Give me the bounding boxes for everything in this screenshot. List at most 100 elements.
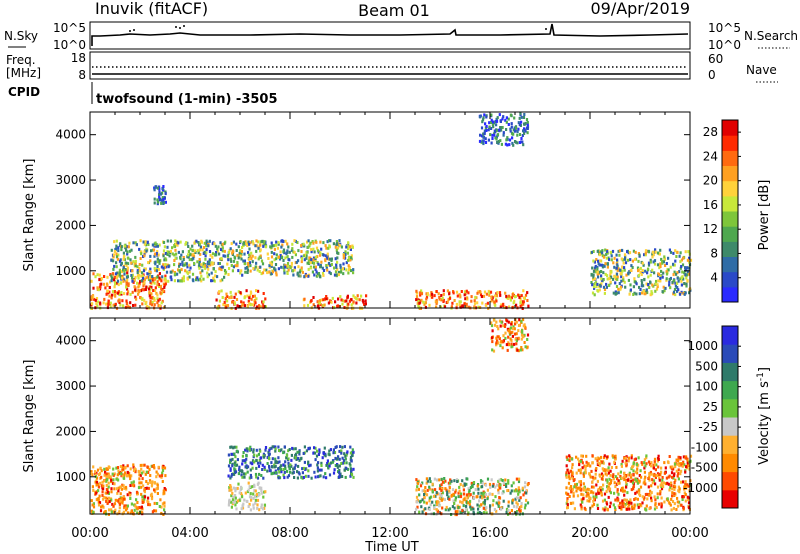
scatter-cell xyxy=(344,250,347,254)
scatter-cell xyxy=(244,465,247,469)
scatter-cell xyxy=(643,480,646,484)
scatter-cell xyxy=(503,305,506,309)
scatter-cell xyxy=(415,289,418,293)
scatter-cell xyxy=(676,289,679,293)
colorbar-swatch xyxy=(722,286,738,303)
scatter-cell xyxy=(623,498,626,502)
scatter-cell xyxy=(270,255,274,259)
scatter-cell xyxy=(415,291,418,295)
scatter-cell xyxy=(633,498,636,501)
scatter-cell xyxy=(519,496,522,500)
scatter-cell xyxy=(104,286,107,290)
scatter-cell xyxy=(511,334,514,338)
scatter-cell xyxy=(225,292,228,296)
scatter-cell xyxy=(672,506,675,510)
scatter-cell xyxy=(312,296,315,299)
scatter-cell xyxy=(153,186,156,190)
scatter-cell xyxy=(120,276,124,280)
scatter-cell xyxy=(515,477,518,481)
scatter-cell xyxy=(95,483,98,487)
scatter-cell xyxy=(451,488,455,492)
scatter-cell xyxy=(316,272,319,276)
scatter-cell xyxy=(92,510,95,514)
scatter-cell xyxy=(136,269,139,273)
scatter-cell xyxy=(134,275,137,279)
scatter-cell xyxy=(164,263,167,266)
scatter-cell xyxy=(612,503,615,507)
scatter-cell xyxy=(129,484,132,487)
scatter-cell xyxy=(139,506,142,510)
scatter-cell xyxy=(314,446,317,450)
scatter-cell xyxy=(566,468,569,472)
scatter-cell xyxy=(227,474,230,478)
scatter-cell xyxy=(254,498,257,502)
scatter-cell xyxy=(262,495,265,499)
scatter-cell xyxy=(653,271,656,275)
scatter-cell xyxy=(130,261,133,265)
scatter-cell xyxy=(355,297,358,301)
scatter-cell xyxy=(349,258,352,262)
scatter-cell xyxy=(657,458,660,461)
scatter-cell xyxy=(108,466,111,470)
scatter-cell xyxy=(609,469,612,473)
scatter-cell xyxy=(634,250,637,254)
scatter-cell xyxy=(322,269,326,272)
scatter-cell xyxy=(592,503,596,506)
scatter-cell xyxy=(126,245,129,249)
scatter-cell xyxy=(140,252,143,256)
scatter-cell xyxy=(604,472,607,476)
scatter-cell xyxy=(248,253,251,257)
scatter-cell xyxy=(305,256,308,260)
scatter-cell xyxy=(686,273,689,277)
scatter-cell xyxy=(239,249,242,253)
scatter-cell xyxy=(661,478,664,482)
scatter-cell xyxy=(608,505,612,509)
scatter-cell xyxy=(232,495,235,499)
scatter-cell xyxy=(565,464,568,468)
scatter-cell xyxy=(158,261,161,265)
scatter-cell xyxy=(156,483,159,487)
scatter-cell xyxy=(601,499,605,503)
scatter-cell xyxy=(274,461,277,465)
scatter-cell xyxy=(520,120,523,124)
scatter-cell xyxy=(638,474,641,477)
scatter-cell xyxy=(677,489,680,493)
scatter-cell xyxy=(630,456,633,460)
scatter-cell xyxy=(352,271,355,275)
scatter-cell xyxy=(313,470,316,474)
scatter-cell xyxy=(625,482,628,486)
scatter-cell xyxy=(188,270,191,274)
scatter-cell xyxy=(190,257,193,261)
scatter-cell xyxy=(121,474,124,478)
scatter-cell xyxy=(465,302,468,306)
scatter-cell xyxy=(163,491,166,495)
scatter-cell xyxy=(459,295,462,299)
scatter-cell xyxy=(162,266,165,270)
scatter-cell xyxy=(591,461,594,465)
scatter-cell xyxy=(188,258,191,262)
scatter-cell xyxy=(610,479,613,482)
scatter-cell xyxy=(577,468,580,472)
scatter-cell xyxy=(515,511,518,515)
scatter-cell xyxy=(151,296,154,300)
scatter-cell xyxy=(338,474,341,477)
scatter-cell xyxy=(245,289,248,293)
scatter-cell xyxy=(499,324,502,328)
scatter-cell xyxy=(187,255,190,259)
scatter-cell xyxy=(418,301,421,305)
scatter-cell xyxy=(474,488,477,491)
scatter-cell xyxy=(675,469,678,473)
scatter-cell xyxy=(209,253,212,257)
scatter-cell xyxy=(618,268,621,272)
scatter-cell xyxy=(248,485,251,489)
scatter-cell xyxy=(312,247,315,251)
scatter-cell xyxy=(284,467,287,471)
scatter-cell xyxy=(281,256,284,259)
scatter-cell xyxy=(96,273,99,277)
scatter-cell xyxy=(500,507,503,511)
scatter-cell xyxy=(123,473,126,477)
scatter-cell xyxy=(156,244,159,248)
scatter-cell xyxy=(490,127,493,130)
scatter-cell xyxy=(165,270,169,274)
scatter-cell xyxy=(307,245,310,249)
